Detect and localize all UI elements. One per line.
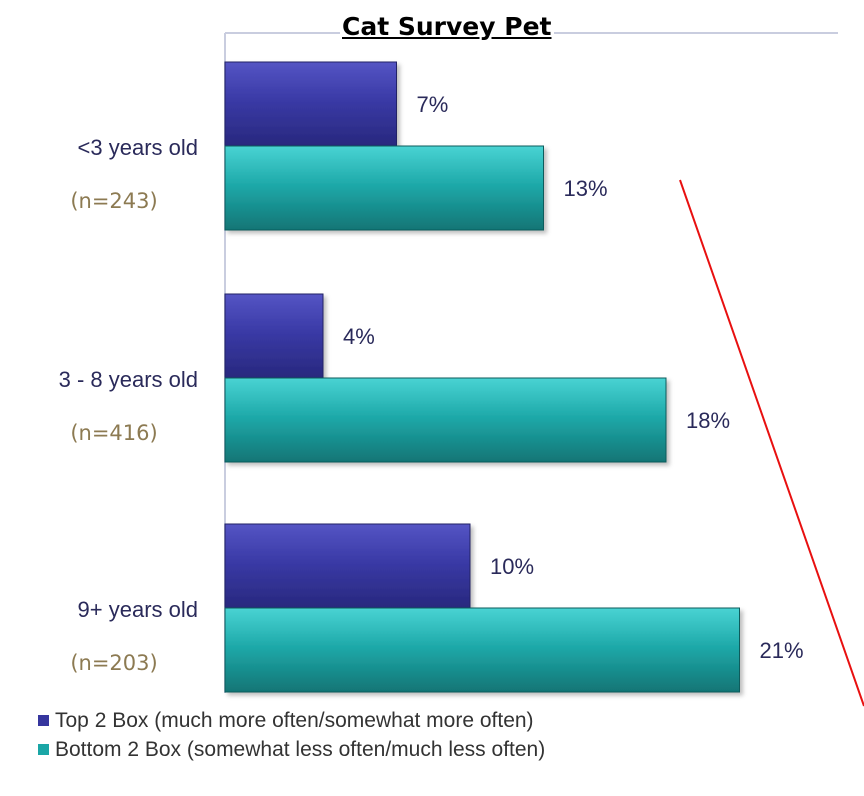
legend-label-top-2-box: Top 2 Box (much more often/somewhat more…: [55, 706, 534, 735]
legend-item-top-2-box: Top 2 Box (much more often/somewhat more…: [38, 706, 545, 735]
bar-bottom-2-box-under-3: [225, 146, 544, 230]
value-label-bottom-2-box-3-to-8: 18%: [686, 408, 730, 433]
bar-top-2-box-3-to-8: [225, 294, 323, 378]
legend-swatch-bottom-2-box: [38, 744, 49, 755]
legend-label-bottom-2-box: Bottom 2 Box (somewhat less often/much l…: [55, 735, 545, 764]
legend: Top 2 Box (much more often/somewhat more…: [38, 706, 545, 764]
value-label-bottom-2-box-under-3: 13%: [564, 176, 608, 201]
value-label-top-2-box-9-plus: 10%: [490, 554, 534, 579]
value-label-bottom-2-box-9-plus: 21%: [760, 638, 804, 663]
category-count-9-plus: (n=203): [70, 651, 157, 675]
category-count-3-to-8: (n=416): [70, 421, 157, 445]
value-label-top-2-box-under-3: 7%: [417, 92, 449, 117]
category-label-under-3: <3 years old: [78, 135, 198, 160]
bar-top-2-box-under-3: [225, 62, 397, 146]
category-label-3-to-8: 3 - 8 years old: [59, 367, 198, 392]
bar-bottom-2-box-3-to-8: [225, 378, 666, 462]
category-label-9-plus: 9+ years old: [78, 597, 198, 622]
legend-swatch-top-2-box: [38, 715, 49, 726]
category-count-under-3: (n=243): [70, 189, 157, 213]
legend-item-bottom-2-box: Bottom 2 Box (somewhat less often/much l…: [38, 735, 545, 764]
bar-bottom-2-box-9-plus: [225, 608, 740, 692]
chart-title: Cat Survey Pet: [340, 10, 554, 44]
value-label-top-2-box-3-to-8: 4%: [343, 324, 375, 349]
bar-top-2-box-9-plus: [225, 524, 470, 608]
